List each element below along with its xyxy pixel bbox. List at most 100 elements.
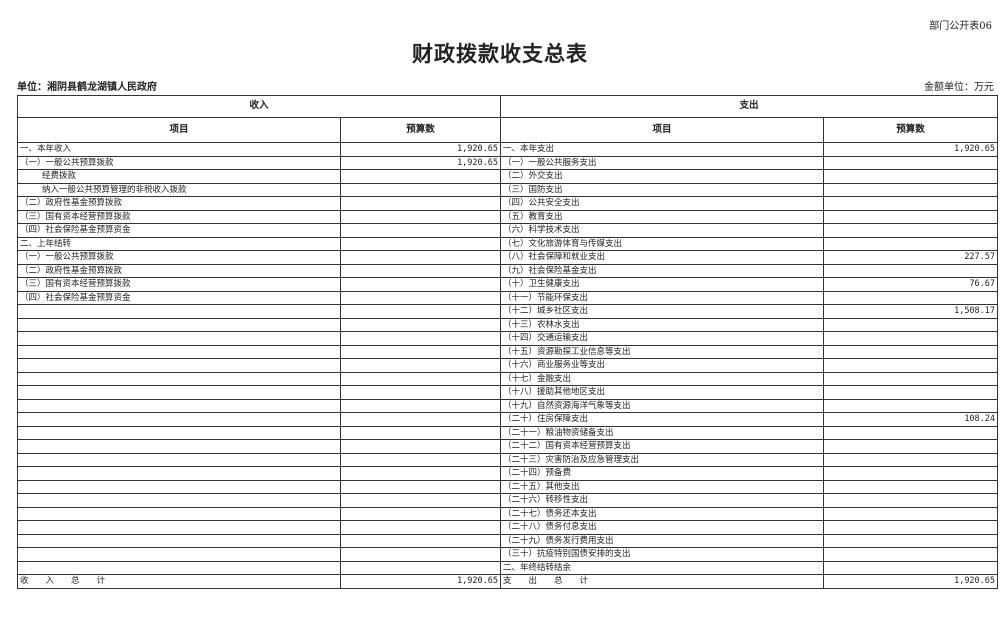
table-row: （二十七）债务还本支出 xyxy=(17,506,999,521)
income-item: （三）国有资本经营预算拨款 xyxy=(17,277,341,292)
expense-value xyxy=(823,398,999,413)
table-row: （二十八）债务付息支出 xyxy=(17,520,999,535)
table-row: （二十三）灾害防治及应急管理支出 xyxy=(17,452,999,467)
table-row: （三）国有资本经营预算拨款 （十）卫生健康支出 76.67 xyxy=(17,277,999,292)
income-total-label: 收 入 总 计 xyxy=(17,574,341,589)
income-value xyxy=(339,263,502,278)
expense-value xyxy=(823,317,999,332)
income-value xyxy=(339,493,502,508)
expense-item: （五）教育支出 xyxy=(500,209,825,224)
income-item xyxy=(17,479,341,494)
income-value xyxy=(339,209,502,224)
table-row: （一）一般公共预算拨款 1,920.65 （一）一般公共服务支出 xyxy=(17,155,999,170)
income-value xyxy=(339,223,502,238)
expense-item-header: 项目 xyxy=(500,117,825,143)
income-value xyxy=(339,439,502,454)
expense-value xyxy=(823,236,999,251)
expense-value xyxy=(823,439,999,454)
income-item: （一）一般公共预算拨款 xyxy=(17,250,341,265)
expense-item: （十四）交通运输支出 xyxy=(500,331,825,346)
expense-item: （九）社会保险基金支出 xyxy=(500,263,825,278)
income-value xyxy=(339,182,502,197)
expense-value xyxy=(823,155,999,170)
income-value xyxy=(339,277,502,292)
expense-value xyxy=(823,493,999,508)
income-item: （二）政府性基金预算拨款 xyxy=(17,196,341,211)
expense-value: 108.24 xyxy=(823,412,999,427)
expense-item: 二、年终结转结余 xyxy=(500,560,825,575)
table-row: （二十五）其他支出 xyxy=(17,479,999,494)
income-item: 经费拨款 xyxy=(17,169,341,184)
income-value xyxy=(339,236,502,251)
table-row: （二十九）债务发行费用支出 xyxy=(17,533,999,548)
income-item xyxy=(17,560,341,575)
expense-value xyxy=(823,547,999,562)
income-value xyxy=(339,533,502,548)
expense-item: （十五）资源勘探工业信息等支出 xyxy=(500,344,825,359)
table-row: （二十四）预备费 xyxy=(17,466,999,481)
income-item xyxy=(17,317,341,332)
expense-value xyxy=(823,182,999,197)
expense-value xyxy=(823,223,999,238)
table-row: （十八）援助其他地区支出 xyxy=(17,385,999,400)
income-value xyxy=(339,506,502,521)
table-row: （十五）资源勘探工业信息等支出 xyxy=(17,344,999,359)
income-value xyxy=(339,358,502,373)
income-value xyxy=(339,520,502,535)
expense-value xyxy=(823,196,999,211)
income-value xyxy=(339,371,502,386)
expense-value xyxy=(823,371,999,386)
table-row: 二、上年结转 （七）文化旅游体育与传媒支出 xyxy=(17,236,999,251)
table-row: （十三）农林水支出 xyxy=(17,317,999,332)
expense-item: （十八）援助其他地区支出 xyxy=(500,385,825,400)
expense-value xyxy=(823,344,999,359)
income-item xyxy=(17,506,341,521)
income-value: 1,920.65 xyxy=(339,142,502,157)
income-item xyxy=(17,493,341,508)
income-item xyxy=(17,466,341,481)
expense-item: （二十六）转移性支出 xyxy=(500,493,825,508)
income-value xyxy=(339,547,502,562)
income-item: （一）一般公共预算拨款 xyxy=(17,155,341,170)
total-row: 收 入 总 计 1,920.65 支 出 总 计 1,920.65 xyxy=(17,574,999,589)
income-value xyxy=(339,560,502,575)
expense-item: （十一）节能环保支出 xyxy=(500,290,825,305)
expense-item: （十三）农林水支出 xyxy=(500,317,825,332)
expense-value xyxy=(823,209,999,224)
expense-item: （十）卫生健康支出 xyxy=(500,277,825,292)
expense-value xyxy=(823,479,999,494)
table-row: （二）政府性基金预算拨款 （四）公共安全支出 xyxy=(17,196,999,211)
income-item xyxy=(17,385,341,400)
income-value: 1,920.65 xyxy=(339,155,502,170)
income-value xyxy=(339,466,502,481)
expense-value xyxy=(823,452,999,467)
expense-item: （二）外交支出 xyxy=(500,169,825,184)
table-row: 纳入一般公共预算管理的非税收入拨款 （三）国防支出 xyxy=(17,182,999,197)
expense-value xyxy=(823,385,999,400)
income-item xyxy=(17,520,341,535)
expense-item: （十九）自然资源海洋气象等支出 xyxy=(500,398,825,413)
income-item xyxy=(17,547,341,562)
expense-item: （十七）金融支出 xyxy=(500,371,825,386)
expense-value xyxy=(823,520,999,535)
expense-value: 1,920.65 xyxy=(823,142,999,157)
income-item: （二）政府性基金预算拨款 xyxy=(17,263,341,278)
income-item xyxy=(17,331,341,346)
income-item xyxy=(17,398,341,413)
income-value xyxy=(339,196,502,211)
expense-item: （二十五）其他支出 xyxy=(500,479,825,494)
table-row: （三十）抗疫特别国债安排的支出 xyxy=(17,547,999,562)
table-row: （二十二）国有资本经营预算支出 xyxy=(17,439,999,454)
income-item xyxy=(17,439,341,454)
income-value xyxy=(339,317,502,332)
expense-value xyxy=(823,263,999,278)
expense-value xyxy=(823,560,999,575)
expense-item: （四）公共安全支出 xyxy=(500,196,825,211)
table-row: （十四）交通运输支出 xyxy=(17,331,999,346)
expense-total-value: 1,920.65 xyxy=(823,574,999,589)
expense-item: （三）国防支出 xyxy=(500,182,825,197)
expense-item: （八）社会保障和就业支出 xyxy=(500,250,825,265)
expense-item: 一、本年支出 xyxy=(500,142,825,157)
table-row: （二十六）转移性支出 xyxy=(17,493,999,508)
income-value xyxy=(339,344,502,359)
